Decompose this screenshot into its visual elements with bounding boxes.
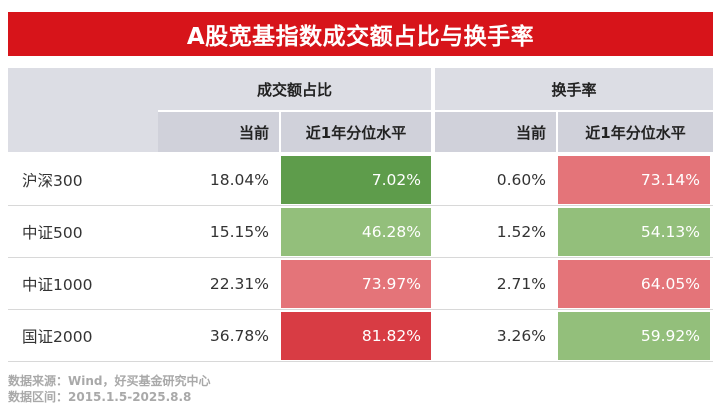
- period-note: 数据区间：2015.1.5-2025.8.8: [8, 390, 192, 404]
- row-divider: [8, 257, 713, 258]
- header-corner: [8, 68, 158, 152]
- share-current-cell: 15.15%: [209, 223, 269, 241]
- row-name: 国证2000: [22, 328, 93, 346]
- row-name: 沪深300: [22, 172, 83, 190]
- share-current-cell: 22.31%: [209, 275, 269, 293]
- row-divider: [8, 309, 713, 310]
- share-current-cell: 18.04%: [209, 171, 269, 189]
- turnover-current-cell: 0.60%: [496, 171, 546, 189]
- turnover-pct-cell: 54.13%: [558, 208, 710, 256]
- turnover-current-cell: 2.71%: [496, 275, 546, 293]
- col-header-share-pct: 近1年分位水平: [281, 112, 431, 152]
- col-header-turnover-current: 当前: [435, 112, 556, 152]
- turnover-current-cell: 1.52%: [496, 223, 546, 241]
- group-header-share: 成交额占比: [158, 68, 431, 110]
- row-name: 中证500: [22, 224, 83, 242]
- row-divider: [8, 361, 713, 362]
- page-title: A股宽基指数成交额占比与换手率: [8, 12, 713, 56]
- row-divider: [8, 205, 713, 206]
- col-header-share-current: 当前: [158, 112, 279, 152]
- share-pct-cell: 73.97%: [281, 260, 431, 308]
- col-header-turnover-pct: 近1年分位水平: [558, 112, 713, 152]
- share-pct-cell: 7.02%: [281, 156, 431, 204]
- share-pct-cell: 81.82%: [281, 312, 431, 360]
- turnover-pct-cell: 73.14%: [558, 156, 710, 204]
- group-header-turnover: 换手率: [435, 68, 713, 110]
- share-pct-cell: 46.28%: [281, 208, 431, 256]
- share-current-cell: 36.78%: [209, 327, 269, 345]
- turnover-current-cell: 3.26%: [496, 327, 546, 345]
- turnover-pct-cell: 64.05%: [558, 260, 710, 308]
- turnover-pct-cell: 59.92%: [558, 312, 710, 360]
- row-name: 中证1000: [22, 276, 93, 294]
- source-note: 数据来源：Wind，好买基金研究中心: [8, 374, 211, 388]
